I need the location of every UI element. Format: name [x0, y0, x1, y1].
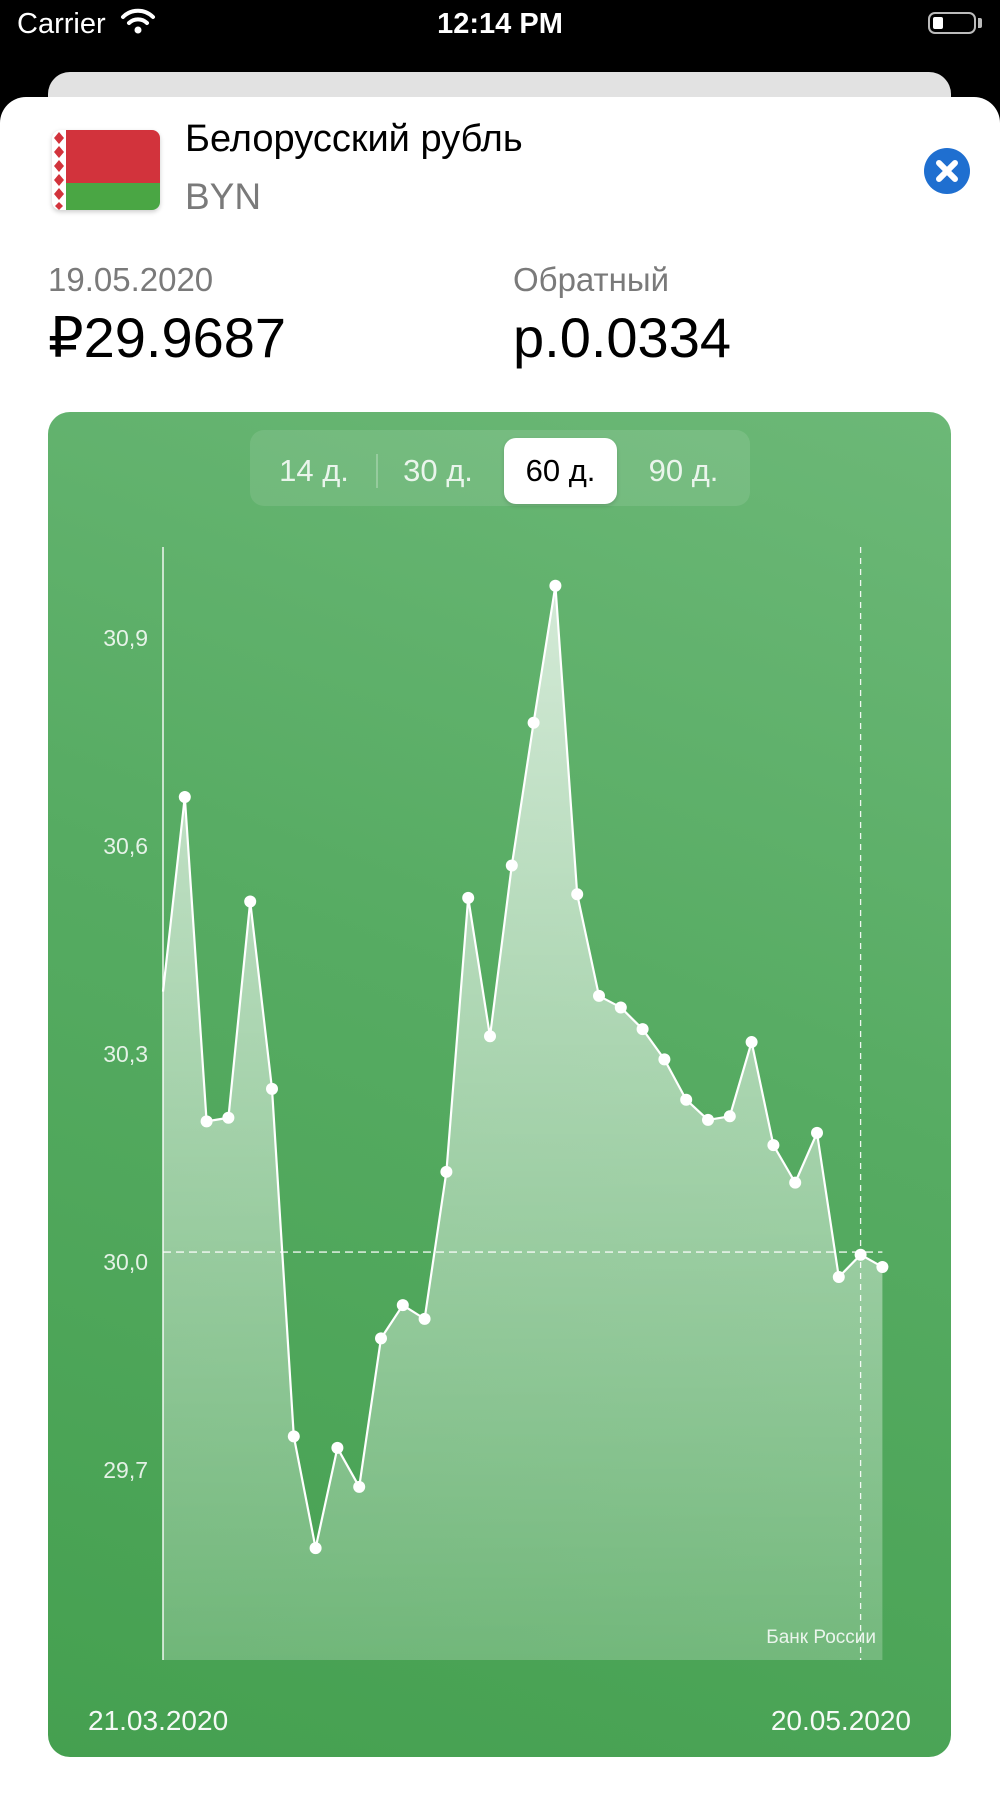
- y-tick-label: 30,6: [103, 833, 148, 859]
- rate-series-line: [161, 584, 883, 1550]
- data-point: [549, 579, 562, 592]
- period-90-days[interactable]: 90 д.: [648, 453, 719, 488]
- data-point: [353, 1480, 366, 1493]
- data-point: [462, 891, 475, 904]
- data-point: [571, 888, 584, 901]
- currency-name: Белорусский рубль: [185, 118, 523, 160]
- data-point: [658, 1053, 671, 1066]
- data-point: [527, 716, 540, 729]
- y-tick-label: 30,3: [103, 1041, 148, 1067]
- x-axis-end-date: 20.05.2020: [770, 1705, 911, 1736]
- chart-area-fill: [163, 585, 883, 1660]
- data-point: [854, 1248, 867, 1261]
- period-60-days[interactable]: 60 д.: [504, 438, 617, 504]
- battery-tip: [978, 18, 982, 28]
- data-point: [440, 1165, 453, 1178]
- data-point: [418, 1312, 431, 1325]
- data-point: [505, 859, 518, 872]
- close-icon: [936, 160, 958, 182]
- y-tick-label: 30,0: [103, 1249, 148, 1275]
- data-point: [375, 1332, 387, 1345]
- data-point: [178, 790, 191, 803]
- data-point: [396, 1299, 409, 1312]
- status-bar: Carrier 12:14 PM: [0, 0, 1000, 70]
- clock: 12:14 PM: [437, 8, 563, 40]
- carrier-label: Carrier: [17, 8, 106, 40]
- chart-card[interactable]: 14 д. 30 д. 60 д. 90 д. 30,9 30,6 30,3 3…: [48, 412, 951, 1757]
- data-point: [680, 1093, 693, 1106]
- period-14-days[interactable]: 14 д.: [279, 453, 349, 488]
- reverse-rate-label: Обратный: [513, 261, 670, 298]
- currency-code: BYN: [185, 176, 262, 217]
- data-point: [222, 1111, 235, 1124]
- data-point: [244, 895, 257, 908]
- rate-date: 19.05.2020: [48, 261, 214, 298]
- data-point: [331, 1441, 344, 1454]
- belarus-flag-icon: [52, 130, 160, 210]
- period-30-days[interactable]: 30 д.: [403, 453, 473, 488]
- data-point: [832, 1271, 845, 1284]
- reverse-rate-value: р.0.0334: [513, 306, 731, 369]
- data-point: [287, 1430, 300, 1443]
- data-source-label: Банк России: [766, 1627, 876, 1648]
- rate-value: ₽29.9687: [48, 306, 287, 369]
- data-point: [702, 1113, 714, 1126]
- data-point: [593, 989, 605, 1002]
- segment-divider: [376, 454, 378, 488]
- y-tick-label: 29,7: [103, 1457, 148, 1483]
- data-point: [789, 1176, 802, 1189]
- battery-icon: [928, 12, 976, 34]
- data-point: [767, 1139, 780, 1152]
- data-point: [723, 1110, 736, 1123]
- rate-chart: [161, 547, 889, 1660]
- wifi-icon: [120, 6, 156, 41]
- period-selector: 14 д. 30 д. 60 д. 90 д.: [250, 430, 750, 506]
- x-axis-start-date: 21.03.2020: [88, 1705, 229, 1736]
- close-button[interactable]: [924, 148, 970, 194]
- data-point: [745, 1036, 758, 1049]
- data-point: [200, 1115, 213, 1128]
- y-tick-label: 30,9: [103, 625, 148, 651]
- data-point: [876, 1260, 889, 1273]
- data-point: [309, 1542, 322, 1555]
- data-point: [614, 1001, 627, 1014]
- data-point: [636, 1023, 649, 1036]
- data-point: [266, 1082, 278, 1095]
- data-point: [484, 1030, 496, 1043]
- data-point: [811, 1126, 823, 1139]
